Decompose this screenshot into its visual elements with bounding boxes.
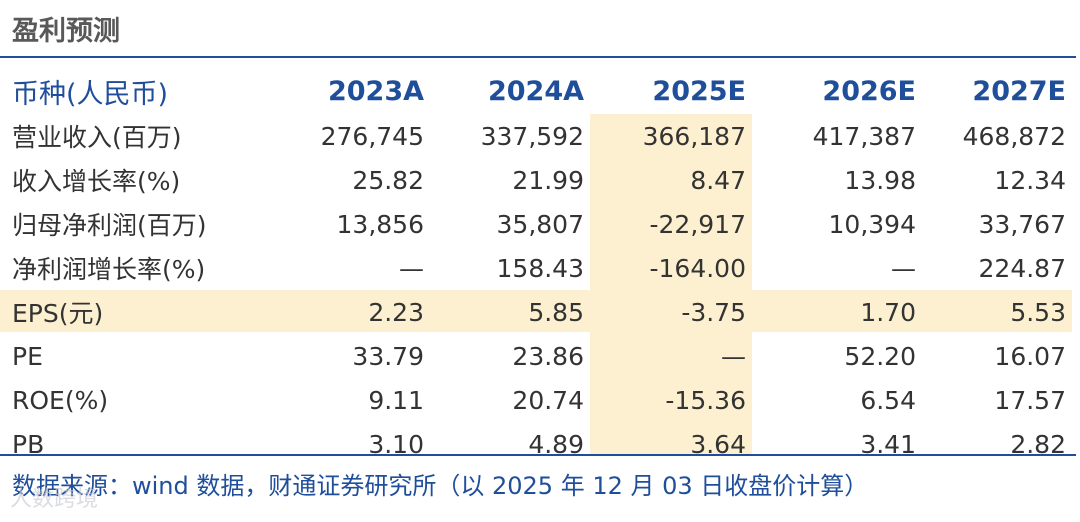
table-cell: 12.34	[994, 165, 1066, 195]
table-header-row: 币种(人民币) 2023A 2024A 2025E 2026E 2027E	[0, 68, 1072, 114]
table-cell: 17.57	[994, 385, 1066, 415]
table-cell: 33.79	[352, 341, 424, 371]
row-label: 营业收入(百万)	[12, 123, 182, 152]
table-cell: -22,917	[649, 209, 747, 239]
table-cell: 468,872	[962, 121, 1066, 151]
table-cell: 1.70	[860, 297, 916, 327]
table-row: PB 3.10 4.89 3.64 3.41 2.82	[0, 422, 1072, 466]
row-label: 净利润增长率(%)	[12, 255, 206, 284]
table-row: 归母净利润(百万) 13,856 35,807 -22,917 10,394 3…	[0, 202, 1072, 246]
row-label: ROE(%)	[12, 385, 109, 415]
table-cell: 35,807	[496, 209, 584, 239]
table-cell: —	[891, 253, 916, 283]
table-cell: 13.98	[844, 165, 916, 195]
table-row-eps: EPS(元) 2.23 5.85 -3.75 1.70 5.53	[0, 290, 1072, 334]
header-rule	[0, 56, 1076, 58]
row-label: PE	[12, 341, 43, 371]
table-row: PE 33.79 23.86 — 52.20 16.07	[0, 334, 1072, 378]
source-note: 数据来源：wind 数据，财通证券研究所（以 2025 年 12 月 03 日收…	[12, 472, 869, 500]
table-cell: 224.87	[978, 253, 1066, 283]
column-header-2026e: 2026E	[822, 75, 916, 107]
table-row: 营业收入(百万) 276,745 337,592 366,187 417,387…	[0, 114, 1072, 158]
row-label: 收入增长率(%)	[12, 167, 181, 196]
table-cell: -3.75	[681, 297, 746, 327]
table-cell: 3.41	[860, 429, 916, 459]
table-cell: 33,767	[978, 209, 1066, 239]
table-cell: 21.99	[512, 165, 584, 195]
row-label: PB	[12, 429, 45, 459]
table-cell: 417,387	[812, 121, 916, 151]
footer-rule	[0, 454, 1076, 456]
table-cell: —	[399, 253, 424, 283]
column-header-2025e: 2025E	[652, 75, 746, 107]
table-cell: 13,856	[336, 209, 424, 239]
row-label: 归母净利润(百万)	[12, 211, 207, 240]
column-header-2023a: 2023A	[327, 75, 424, 107]
table-cell: -15.36	[665, 385, 746, 415]
table-cell: 3.10	[368, 429, 424, 459]
currency-header: 币种(人民币)	[12, 78, 169, 110]
table-cell: 23.86	[512, 341, 584, 371]
table-cell: 25.82	[352, 165, 424, 195]
table-cell: 8.47	[690, 165, 746, 195]
page-title: 盈利预测	[12, 16, 120, 47]
table-cell: 2.82	[1010, 429, 1066, 459]
table-cell: 366,187	[642, 121, 746, 151]
table-cell: 20.74	[512, 385, 584, 415]
column-header-2027e: 2027E	[972, 75, 1066, 107]
table-cell: 6.54	[860, 385, 916, 415]
table-cell: 158.43	[496, 253, 584, 283]
table-cell: 5.85	[528, 297, 584, 327]
table-cell: —	[721, 341, 746, 371]
table-cell: 337,592	[480, 121, 584, 151]
table-cell: 4.89	[528, 429, 584, 459]
table-cell: 5.53	[1010, 297, 1066, 327]
table-row: ROE(%) 9.11 20.74 -15.36 6.54 17.57	[0, 378, 1072, 422]
table-cell: 2.23	[368, 297, 424, 327]
table-cell: 9.11	[368, 385, 424, 415]
table-cell: 276,745	[320, 121, 424, 151]
table-row: 收入增长率(%) 25.82 21.99 8.47 13.98 12.34	[0, 158, 1072, 202]
highlight-row-eps	[0, 290, 1072, 332]
watermark: 人数跨境	[10, 487, 99, 512]
column-header-2024a: 2024A	[487, 75, 584, 107]
highlight-column-2025e	[590, 114, 752, 454]
table-cell: -164.00	[649, 253, 747, 283]
row-label: EPS(元)	[12, 299, 104, 328]
table-cell: 10,394	[828, 209, 916, 239]
table-cell: 16.07	[994, 341, 1066, 371]
earnings-forecast-table: 币种(人民币) 2023A 2024A 2025E 2026E 2027E 营业…	[0, 68, 1072, 466]
table-row: 净利润增长率(%) — 158.43 -164.00 — 224.87	[0, 246, 1072, 290]
table-cell: 3.64	[690, 429, 746, 459]
table-cell: 52.20	[844, 341, 916, 371]
